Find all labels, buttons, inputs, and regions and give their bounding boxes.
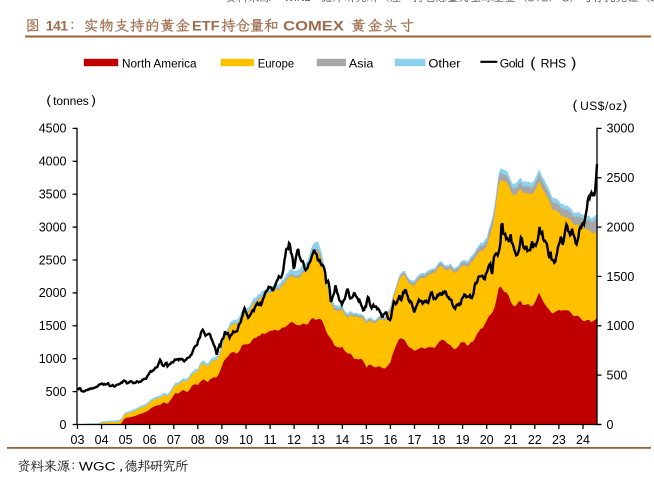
svg-text:4000: 4000 [39, 155, 67, 169]
svg-text:17: 17 [408, 433, 422, 447]
svg-text:US$/oz: US$/oz [580, 99, 622, 113]
svg-text:16: 16 [383, 433, 397, 447]
svg-text:03: 03 [71, 433, 85, 447]
svg-text:23: 23 [552, 433, 566, 447]
svg-text:3000: 3000 [607, 122, 635, 136]
svg-text:1500: 1500 [39, 319, 67, 333]
svg-text:08: 08 [191, 433, 205, 447]
svg-text:06: 06 [143, 433, 157, 447]
svg-text:500: 500 [46, 385, 67, 399]
svg-text:ETF: ETF [192, 18, 220, 34]
svg-text:1000: 1000 [39, 352, 67, 366]
svg-text:11: 11 [264, 433, 277, 447]
svg-text:WIND: WIND [284, 0, 312, 4]
svg-text:12: 12 [287, 433, 301, 447]
svg-text:1500: 1500 [607, 270, 635, 284]
svg-text:21: 21 [504, 433, 518, 447]
svg-text:0: 0 [607, 418, 614, 432]
svg-text:05: 05 [119, 433, 133, 447]
svg-text:0: 0 [60, 418, 67, 432]
svg-text:4500: 4500 [39, 122, 67, 136]
svg-text:09: 09 [215, 433, 229, 447]
svg-text:22: 22 [528, 433, 542, 447]
svg-text:1000: 1000 [607, 319, 635, 333]
svg-text:24: 24 [576, 433, 590, 447]
svg-text:18: 18 [432, 433, 446, 447]
svg-text:2000: 2000 [607, 220, 635, 234]
svg-text:RHS: RHS [541, 57, 567, 71]
svg-text:14: 14 [335, 433, 349, 447]
svg-text:tonnes: tonnes [53, 94, 89, 108]
svg-text:500: 500 [607, 368, 628, 382]
svg-text:20: 20 [480, 433, 494, 447]
svg-text:Gold: Gold [500, 57, 524, 71]
svg-text:2500: 2500 [39, 253, 67, 267]
svg-text:COMEX: COMEX [283, 18, 344, 34]
svg-text:07: 07 [167, 433, 181, 447]
svg-text:141: 141 [46, 18, 69, 34]
svg-text:Other: Other [428, 57, 460, 71]
svg-text:North America: North America [122, 57, 197, 71]
svg-text:Asia: Asia [349, 57, 374, 71]
svg-text:19: 19 [456, 433, 470, 447]
svg-text:3500: 3500 [39, 188, 67, 202]
svg-text:WGC: WGC [79, 462, 116, 474]
svg-text:13: 13 [311, 433, 325, 447]
svg-text:04: 04 [95, 433, 109, 447]
svg-text:2500: 2500 [607, 171, 635, 185]
svg-text:3000: 3000 [39, 220, 67, 234]
svg-text:15: 15 [359, 433, 373, 447]
svg-text:Europe: Europe [258, 57, 294, 71]
svg-text:10: 10 [239, 433, 253, 447]
svg-text:2000: 2000 [39, 286, 67, 300]
